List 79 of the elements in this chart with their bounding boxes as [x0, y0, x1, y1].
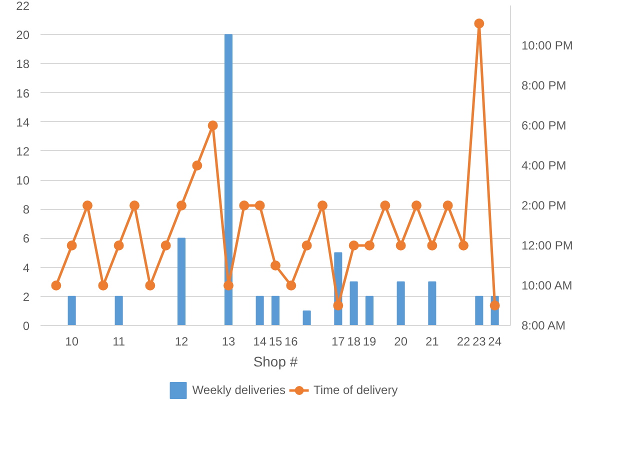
bar: [224, 34, 233, 326]
point: [286, 280, 296, 290]
y2-tick-label: 10:00 AM: [522, 278, 572, 292]
point: [130, 200, 140, 210]
bar: [475, 296, 484, 326]
bar: [428, 281, 436, 326]
point: [51, 280, 62, 290]
bar: [365, 296, 374, 326]
x-tick-label: 22: [456, 334, 470, 348]
bar: [271, 296, 280, 326]
x-axis-title: Shop #: [253, 354, 298, 370]
point: [270, 260, 280, 270]
point: [348, 240, 359, 250]
bar: [396, 281, 405, 326]
y-tick-label: 10: [16, 174, 30, 188]
y2-tick-label: 8:00 PM: [522, 78, 566, 92]
point: [427, 240, 438, 250]
point: [302, 240, 312, 250]
point: [176, 200, 186, 210]
point: [458, 240, 468, 250]
bar: [114, 296, 123, 326]
y2-tick-label: 10:00 PM: [522, 38, 573, 52]
y-tick-label: 4: [22, 260, 30, 275]
x-tick-label: 19: [362, 334, 376, 348]
y-tick-label: 6: [22, 232, 30, 246]
legend-label: Weekly deliveries: [192, 383, 286, 397]
point: [224, 280, 234, 290]
y-tick-label: 18: [16, 57, 30, 72]
point: [380, 200, 390, 210]
point: [442, 200, 453, 210]
point: [145, 280, 156, 290]
x-tick-label: 13: [222, 334, 236, 348]
point: [254, 200, 265, 210]
point: [66, 240, 77, 250]
y2-tick-label: 8:00 AM: [522, 318, 566, 332]
y2-tick-label: 12:00 PM: [522, 238, 573, 252]
x-tick-label: 18: [347, 334, 361, 348]
x-tick-label: 16: [284, 334, 298, 348]
point: [114, 240, 124, 250]
point: [318, 200, 328, 210]
bar: [302, 310, 311, 326]
y2-tick-label: 4:00 PM: [522, 158, 566, 172]
x-tick-label: 12: [174, 334, 188, 348]
x-tick-label: 23: [472, 334, 486, 348]
bar: [68, 296, 76, 326]
bar: [256, 296, 264, 326]
y-tick-label: 22: [16, 0, 30, 13]
legend-label: Time of delivery: [313, 383, 398, 397]
y-tick-label: 20: [16, 28, 30, 42]
y-tick-label: 14: [16, 115, 30, 130]
point: [160, 240, 171, 250]
y-tick-label: 0: [22, 319, 30, 333]
y2-tick-label: 6:00 PM: [522, 118, 566, 132]
x-tick-label: 11: [112, 334, 126, 348]
point: [364, 240, 374, 250]
bar: [177, 238, 186, 326]
point: [396, 240, 406, 250]
y-tick-label: 12: [16, 144, 30, 158]
bar: [350, 281, 358, 326]
y-tick-label: 8: [22, 202, 30, 217]
y-tick-label: 2: [22, 290, 30, 304]
x-tick-label: 10: [65, 334, 79, 348]
y2-tick-label: 2:00 PM: [522, 198, 566, 212]
point: [82, 200, 92, 210]
point: [208, 120, 218, 130]
x-tick-label: 24: [488, 334, 502, 348]
x-tick-label: 15: [268, 334, 282, 348]
point: [474, 18, 484, 28]
point: [333, 300, 344, 310]
x-tick-label: 21: [425, 334, 440, 348]
point: [98, 280, 108, 290]
x-tick-label: 20: [394, 334, 408, 348]
point: [412, 200, 422, 210]
point: [192, 160, 202, 170]
x-tick-label: 17: [331, 334, 346, 348]
point: [239, 200, 250, 210]
y-tick-label: 16: [16, 86, 30, 100]
point: [490, 300, 500, 310]
x-tick-label: 14: [253, 334, 267, 348]
